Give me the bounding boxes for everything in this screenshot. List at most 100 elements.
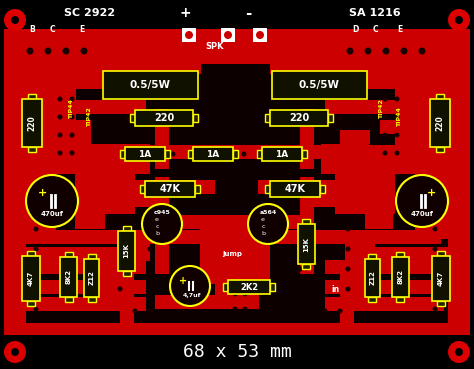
Circle shape <box>118 266 122 272</box>
Circle shape <box>70 151 74 155</box>
Bar <box>122 271 130 276</box>
Circle shape <box>11 16 19 24</box>
Bar <box>365 259 380 297</box>
Bar <box>155 177 169 217</box>
Text: 68 x 53 mm: 68 x 53 mm <box>182 343 292 361</box>
Circle shape <box>365 48 372 55</box>
Bar <box>272 71 367 99</box>
Bar <box>270 283 275 291</box>
Text: e: e <box>155 217 159 221</box>
Bar <box>88 254 95 259</box>
Bar <box>395 74 448 174</box>
Circle shape <box>118 227 122 231</box>
Circle shape <box>346 48 354 55</box>
Bar <box>155 204 169 244</box>
Circle shape <box>34 246 38 252</box>
Circle shape <box>70 132 74 138</box>
Bar <box>430 99 450 147</box>
Circle shape <box>394 151 400 155</box>
Circle shape <box>243 307 247 311</box>
Text: 15K: 15K <box>124 244 129 259</box>
Bar <box>64 252 73 257</box>
Bar <box>221 28 235 42</box>
Bar <box>350 256 370 311</box>
Bar <box>100 256 120 311</box>
Bar <box>193 114 198 122</box>
Circle shape <box>207 152 211 156</box>
Circle shape <box>170 266 210 306</box>
Bar <box>120 231 150 261</box>
Bar <box>125 147 165 161</box>
Circle shape <box>45 48 52 55</box>
Bar <box>270 181 320 197</box>
Bar <box>195 185 200 193</box>
Bar <box>42 42 54 62</box>
Bar <box>200 229 270 284</box>
Circle shape <box>233 307 237 311</box>
Bar <box>215 229 259 309</box>
Bar <box>145 181 195 197</box>
Bar <box>339 42 351 62</box>
Bar <box>28 147 36 152</box>
Text: 4K7: 4K7 <box>438 271 444 286</box>
Bar <box>155 295 235 309</box>
Text: TIP44: TIP44 <box>398 107 402 127</box>
Bar <box>448 29 470 337</box>
Bar <box>325 297 444 311</box>
Bar <box>26 100 146 114</box>
Bar <box>155 215 300 229</box>
Bar <box>60 257 77 297</box>
Bar <box>26 230 441 244</box>
Bar <box>345 231 375 261</box>
Bar <box>396 252 404 257</box>
Text: 8K2: 8K2 <box>398 269 403 284</box>
Text: e: e <box>261 217 265 221</box>
Circle shape <box>34 266 38 272</box>
Bar <box>26 74 121 89</box>
Circle shape <box>383 97 388 101</box>
Bar <box>300 109 314 169</box>
Bar <box>223 283 228 291</box>
Circle shape <box>81 48 88 55</box>
Bar <box>118 231 135 271</box>
Bar <box>265 114 270 122</box>
Bar <box>75 149 105 229</box>
Bar <box>0 335 474 369</box>
Circle shape <box>455 16 463 24</box>
Circle shape <box>346 227 350 231</box>
Text: +: + <box>179 6 191 20</box>
Bar <box>437 301 445 306</box>
Bar <box>233 150 238 158</box>
Bar <box>182 28 196 42</box>
Text: 220: 220 <box>289 113 309 123</box>
Circle shape <box>106 82 110 86</box>
Bar <box>432 256 450 301</box>
Circle shape <box>259 152 264 156</box>
Circle shape <box>198 117 202 121</box>
Circle shape <box>171 152 175 156</box>
Circle shape <box>189 152 193 156</box>
Circle shape <box>241 152 246 156</box>
Bar <box>122 226 130 231</box>
Bar <box>26 280 146 294</box>
Text: 2K2: 2K2 <box>240 283 258 292</box>
Text: 1A: 1A <box>206 149 219 159</box>
Circle shape <box>383 114 388 120</box>
Circle shape <box>243 292 247 297</box>
Bar <box>120 265 134 323</box>
Circle shape <box>4 9 26 31</box>
Circle shape <box>432 246 438 252</box>
Bar <box>4 29 26 337</box>
Text: jump: jump <box>222 251 242 257</box>
Bar <box>27 301 35 306</box>
Bar <box>262 147 302 161</box>
Circle shape <box>432 307 438 311</box>
Bar <box>300 244 314 274</box>
Text: SA 1216: SA 1216 <box>349 8 401 18</box>
Text: Z12: Z12 <box>89 270 94 286</box>
Text: 0.5/5W: 0.5/5W <box>130 80 171 90</box>
Text: B: B <box>29 24 35 34</box>
Circle shape <box>133 308 137 314</box>
Circle shape <box>164 189 170 193</box>
Text: b: b <box>261 231 265 235</box>
